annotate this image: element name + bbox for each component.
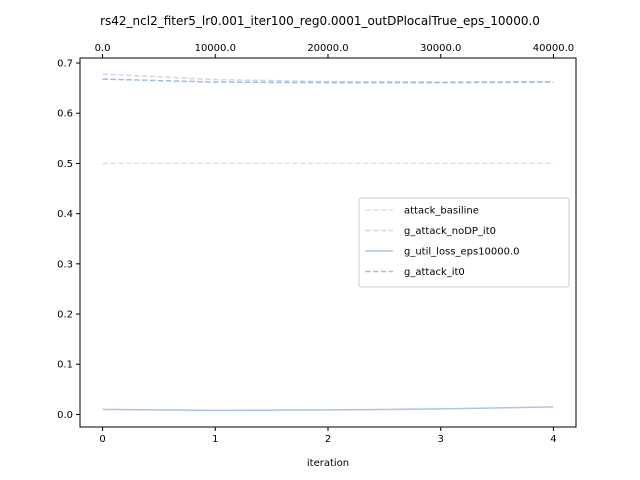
legend-label: g_util_loss_eps10000.0: [404, 247, 520, 258]
y-tick-label: 0.6: [57, 109, 73, 120]
y-axis: 0.0 0.1 0.2 0.3 0.4 0.5 0.6 0.7: [57, 59, 80, 421]
y-tick-label: 0.0: [57, 410, 73, 421]
legend: attack_basiline g_attack_noDP_it0 g_util_l…: [358, 197, 570, 288]
y-tick-label: 0.2: [57, 310, 73, 321]
legend-label: g_attack_noDP_it0: [404, 226, 496, 237]
x-tick-label: 0: [99, 434, 105, 445]
top-tick-label: 20000.0: [307, 43, 348, 54]
x-axis-label: iteration: [307, 458, 349, 469]
x-tick-label: 2: [325, 434, 331, 445]
legend-label: attack_basiline: [404, 206, 479, 217]
top-tick-label: 40000.0: [533, 43, 574, 54]
series-line-g_util_loss_eps10000.0: [102, 406, 554, 412]
x-tick-label: 4: [550, 434, 556, 445]
y-tick-label: 0.1: [57, 360, 73, 371]
y-tick-label: 0.3: [57, 259, 73, 270]
y-tick-label: 0.7: [57, 59, 73, 70]
series-line-g_attack_it0: [102, 78, 554, 84]
top-tick-label: 0.0: [95, 43, 111, 54]
legend-label: g_attack_it0: [404, 267, 465, 278]
x-axis: 0 1 2 3 4: [99, 427, 557, 445]
legend-box: [358, 197, 570, 288]
x-tick-label: 3: [438, 434, 444, 445]
chart-title: rs42_ncl2_fiter5_lr0.001_iter100_reg0.00…: [100, 14, 540, 28]
top-tick-label: 30000.0: [420, 43, 461, 54]
y-tick-label: 0.5: [57, 159, 73, 170]
y-tick-label: 0.4: [57, 209, 73, 220]
top-axis: 0.0 10000.0 20000.0 30000.0 40000.0: [95, 43, 574, 58]
x-tick-label: 1: [212, 434, 218, 445]
top-tick-label: 10000.0: [195, 43, 236, 54]
